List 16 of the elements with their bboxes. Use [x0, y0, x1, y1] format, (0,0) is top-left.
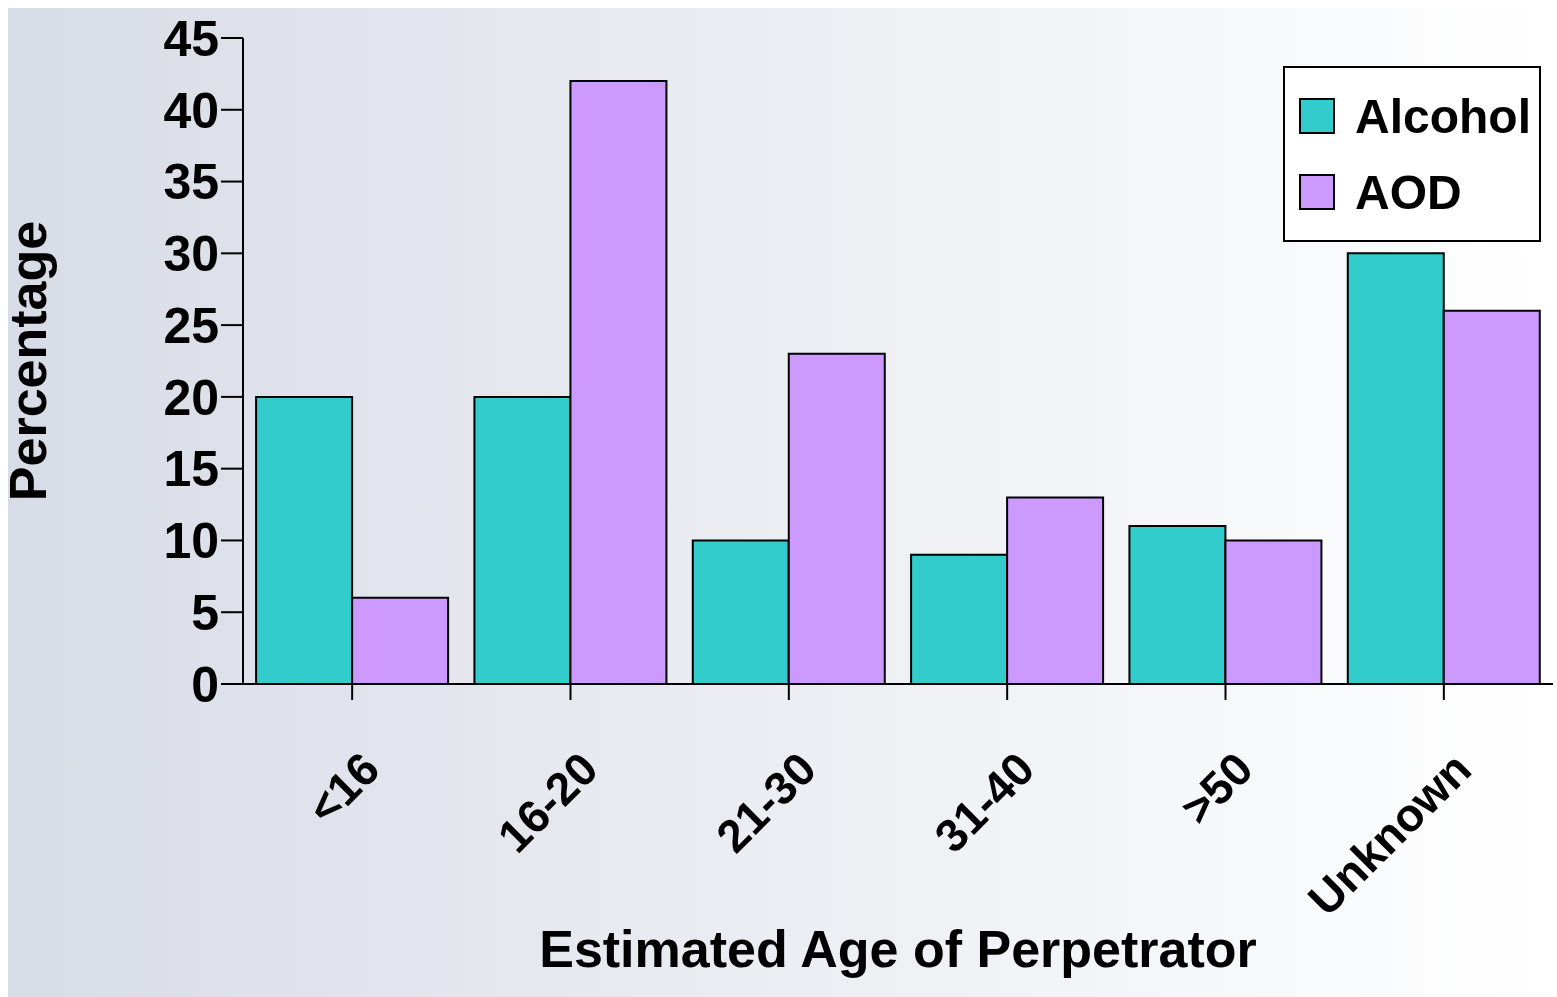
y-tick-label: 10 — [163, 513, 219, 570]
y-axis-title: Percentage — [0, 220, 58, 502]
x-tick-label: <16 — [297, 742, 390, 835]
legend-label: AOD — [1355, 164, 1462, 220]
legend-label: Alcohol — [1355, 88, 1531, 144]
y-tick-label: 35 — [163, 154, 219, 211]
y-tick-label: 5 — [191, 584, 219, 641]
y-tick-label: 25 — [163, 297, 219, 354]
y-tick-label: 40 — [163, 82, 219, 139]
y-tick-label: 45 — [163, 10, 219, 67]
y-tick-label: 20 — [163, 369, 219, 426]
x-tick-label: >50 — [1170, 742, 1263, 835]
y-tick-label: 0 — [191, 656, 219, 713]
y-tick-label: 15 — [163, 441, 219, 498]
x-axis-title: Estimated Age of Perpetrator — [539, 920, 1257, 978]
y-tick-label: 30 — [163, 226, 219, 283]
